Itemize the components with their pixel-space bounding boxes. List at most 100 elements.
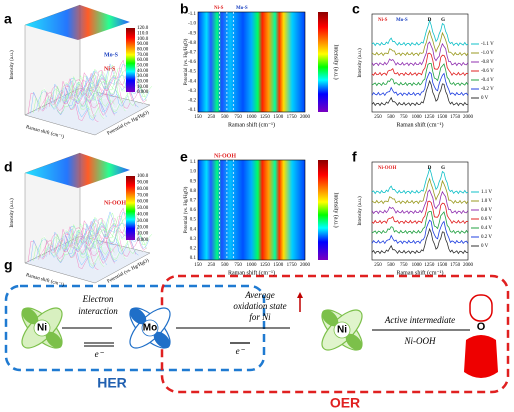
colorbar-label: Intensity (a.u.) [333,192,340,227]
peak-note: G [441,166,445,171]
x-tick-label: 250 [208,115,216,120]
x-label: Raman shift (cm⁻¹) [25,124,65,140]
caption: for Ni [249,312,271,322]
legend-label: 0.8 V [481,208,492,213]
spectrum [371,41,469,67]
colorbar-tick: 120.0 [137,26,149,31]
spectrum [371,167,469,195]
atom-center [33,319,51,337]
spectrum-trace [94,207,155,241]
colorbar-tick: 40.00 [137,69,149,74]
y-label: Intensity (a.u.) [358,196,363,226]
legend-label: -1.1 V [481,42,494,47]
y-label: Intensity (a.u.) [10,50,15,80]
spectrum-trace [59,70,121,106]
caption: Average [244,290,275,300]
colorbar-tick: 50.00 [137,206,149,211]
legend-label: 1.1 V [481,190,492,195]
orbital-lobe [321,309,339,327]
colorbar-tick: 10.00 [137,85,149,90]
legend-label: 0.6 V [481,217,492,222]
colorbar-label: Intensity (a.u.) [333,44,340,79]
heatmap [197,159,306,261]
atom-label: Ni [337,325,347,336]
colorbar-tick: 90.00 [137,181,149,186]
caption: interaction [78,306,118,316]
orbital-lobe [345,333,363,351]
x-tick-label: 1500 [273,115,284,120]
spectrum-trace [51,70,112,113]
y-tick-label: -0.3 [188,89,196,94]
legend-label: 0.2 V [481,235,492,240]
colorbar-tick: 70.00 [137,53,149,58]
spectrum [371,62,469,87]
spectrum-trace [72,216,134,248]
spectrum [371,219,469,245]
y-tick-label: -0.9 [188,31,196,36]
spectrum-trace [30,80,91,118]
atom-label: O [477,321,486,333]
colorbar-tick: 20.00 [137,225,149,230]
spectrum-trace [94,59,155,93]
peak-note: Ni-S [378,18,388,23]
x-tick-label: 500 [221,115,229,120]
o-orbital [464,294,498,378]
peak-note: Ni-S [104,66,116,72]
colorbar-tick: 70.00 [137,193,149,198]
y-label: Potential (vs. Hg/HgO) [184,38,189,85]
atom-center [141,319,159,337]
peak-note: D [428,18,432,23]
oer-box [160,274,510,394]
x-tick-label: 250 [374,263,382,268]
spectrum-trace [54,222,115,255]
y-tick-label: 0.2 [190,247,197,252]
x-tick-label: 1750 [287,115,298,120]
y-tick-label: -0.4 [188,79,196,84]
spectrum-trace [43,79,105,111]
caption: Electron [82,294,114,304]
x-tick-label: 150 [194,263,202,268]
caption: Active intermediate [384,315,455,325]
y-tick-label: -0.1 [188,108,196,113]
caption: e⁻ [236,346,246,356]
x-tick-label: 1500 [437,115,448,120]
x-tick-label: 1250 [260,115,271,120]
spectrum-trace [54,74,115,107]
spectrum [371,19,469,47]
y-label: Potential (vs. Hg/HgO) [184,186,189,233]
colorbar-tick: 30.00 [137,74,149,79]
legend-label: -0.6 V [481,69,494,74]
legend-label: -0.2 V [481,87,494,92]
panel-letter: f [352,149,357,165]
spectrum [371,177,469,205]
x-label: Raman shift (cm⁻¹) [228,121,275,128]
atom-label: Mo [143,323,157,334]
colorbar-tick: 60.00 [137,200,149,205]
x-tick-label: 750 [400,115,408,120]
peak-note: D [428,166,432,171]
legend-label: 0 V [481,96,489,101]
spectrum [371,227,469,255]
x-tick-label: 1000 [247,115,258,120]
colorbar-tick: 0.000 [137,238,149,243]
y-label: Intensity (a.u.) [10,198,15,228]
orbital-lobe [153,331,171,349]
spectrum-trace [59,218,121,254]
panel-letter: e [180,149,188,165]
spectrum-trace [30,228,91,266]
panel-letter: a [4,11,12,27]
arrowhead [297,292,303,298]
orbital-lobe [129,307,147,325]
colorbar-tick: 90.00 [137,42,149,47]
y-tick-label: 0.1 [190,256,197,261]
peak-note: Ni-S [214,6,224,11]
spectrum [371,200,469,225]
orbital-lobe [45,331,63,349]
spectrum-trace [72,68,134,100]
y-tick-label: -0.5 [188,70,196,75]
orbital-lobe [21,307,39,325]
spectrum-trace [80,59,142,101]
colorbar-tick: 50.00 [137,63,149,68]
colorbar [126,176,135,240]
y-tick-label: -0.2 [188,99,196,104]
